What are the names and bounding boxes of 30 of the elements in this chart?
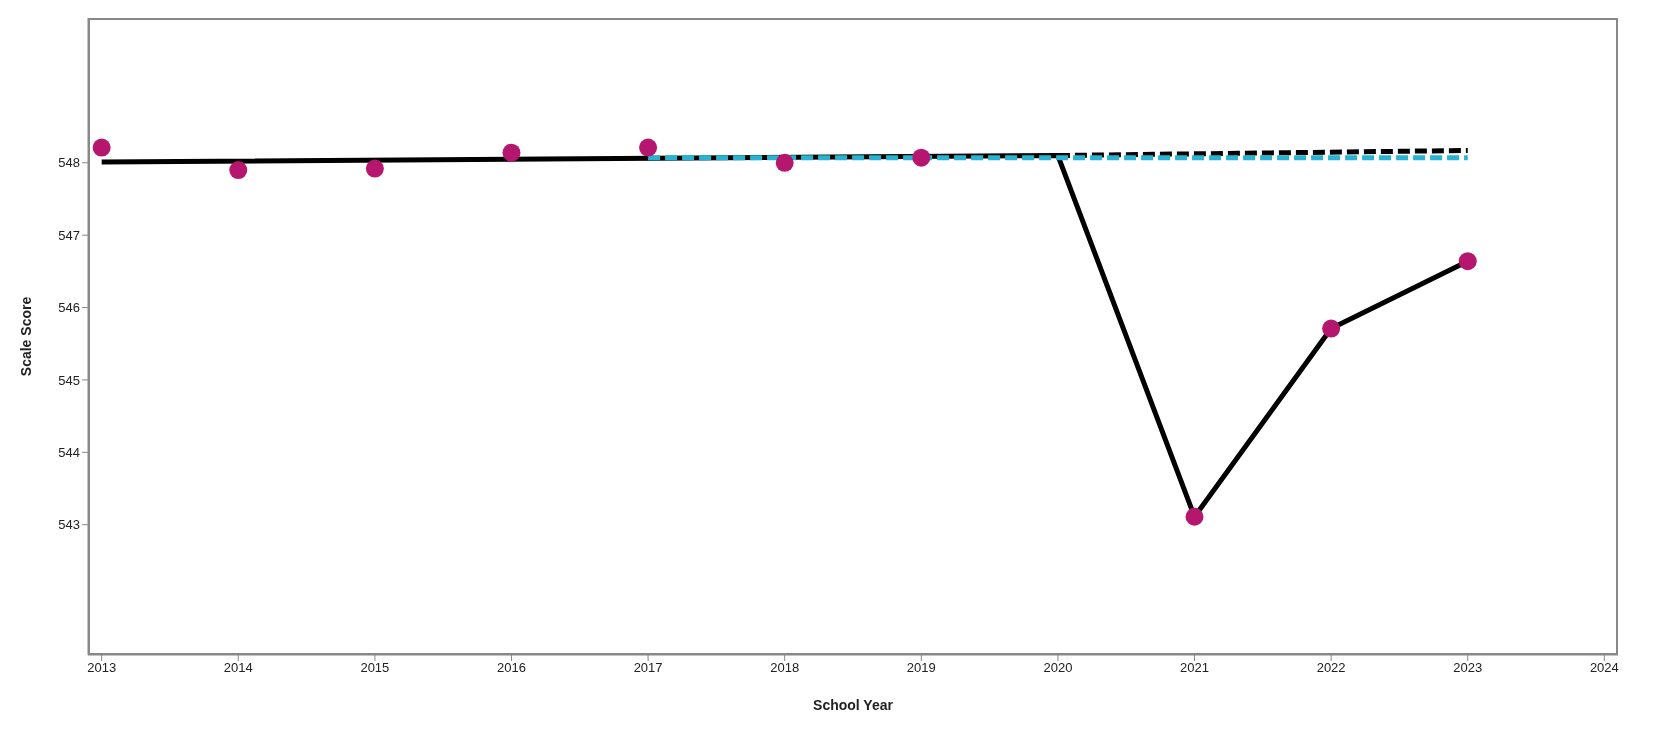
x-tick-label: 2013 xyxy=(87,660,117,676)
x-tick-label: 2014 xyxy=(223,660,253,676)
point xyxy=(1185,507,1204,526)
y-axis-title: Scale Score xyxy=(17,296,34,377)
point xyxy=(639,138,658,157)
point xyxy=(229,161,248,180)
x-tick-label: 2019 xyxy=(906,660,936,676)
x-tick-label: 2023 xyxy=(1453,660,1483,676)
y-tick-label: 548 xyxy=(58,155,80,171)
y-tick-label: 546 xyxy=(58,300,80,316)
x-tick-label: 2018 xyxy=(770,660,800,676)
x-tick-label: 2024 xyxy=(1589,660,1619,676)
x-tick-label: 2022 xyxy=(1316,660,1346,676)
y-tick-label: 543 xyxy=(58,517,80,533)
point xyxy=(1458,252,1477,271)
y-tick-label: 547 xyxy=(58,227,80,243)
point xyxy=(365,159,384,178)
point xyxy=(1322,319,1341,338)
x-tick-label: 2021 xyxy=(1180,660,1209,676)
x-tick-label: 2016 xyxy=(497,660,526,676)
point xyxy=(502,143,521,162)
y-tick-label: 544 xyxy=(58,444,80,460)
point xyxy=(775,153,794,172)
x-tick-label: 2020 xyxy=(1043,660,1073,676)
x-axis-title: School Year xyxy=(813,697,894,713)
x-tick-label: 2017 xyxy=(633,660,663,676)
point xyxy=(92,138,111,157)
x-tick-label: 2015 xyxy=(360,660,390,676)
point xyxy=(912,148,931,167)
y-tick-label: 545 xyxy=(58,372,80,388)
